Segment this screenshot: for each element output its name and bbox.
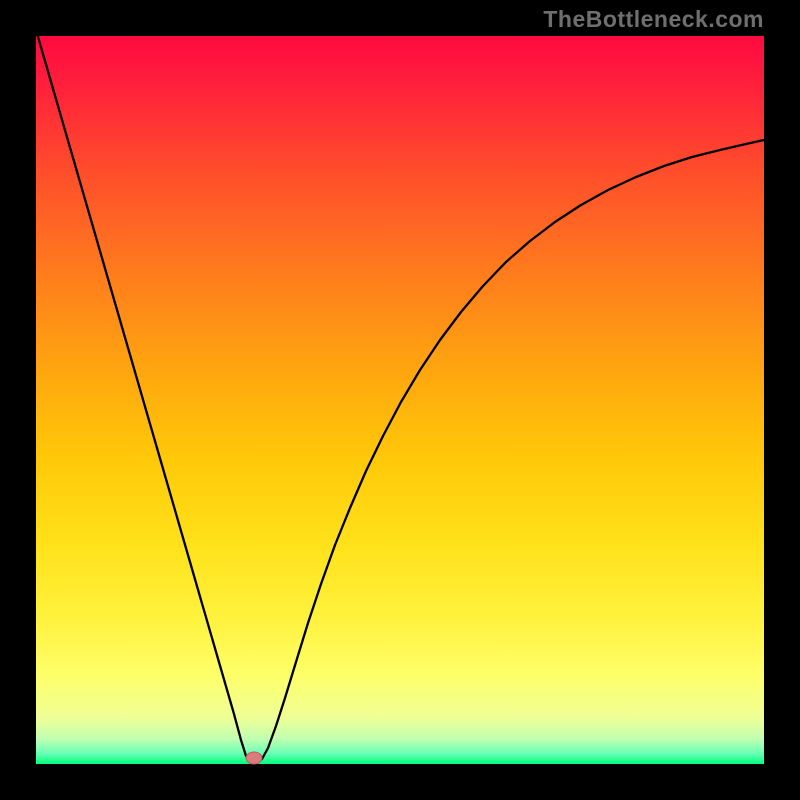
- bottleneck-curve: [36, 30, 764, 763]
- curve-layer: [0, 0, 800, 800]
- minimum-marker: [246, 752, 262, 764]
- watermark-label: TheBottleneck.com: [543, 6, 764, 33]
